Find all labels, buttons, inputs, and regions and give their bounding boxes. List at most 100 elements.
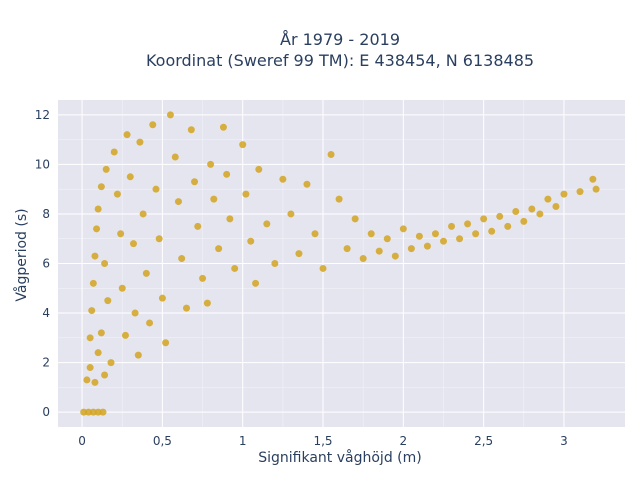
data-point [171, 153, 179, 161]
data-point [94, 205, 102, 213]
y-tick-label: 6 [42, 257, 50, 271]
data-point [210, 195, 218, 203]
data-point [149, 121, 157, 129]
data-point [91, 252, 99, 260]
data-point [319, 264, 327, 272]
data-point [83, 376, 91, 384]
data-point [174, 198, 182, 206]
data-point [592, 185, 600, 193]
y-tick-label: 0 [42, 405, 50, 419]
y-axis-title: Vågperiod (s) [13, 208, 30, 301]
data-point [335, 195, 343, 203]
data-point [226, 215, 234, 223]
data-point [118, 284, 126, 292]
data-point [472, 230, 480, 238]
data-point [146, 319, 154, 327]
data-point [80, 408, 88, 416]
data-point [187, 126, 195, 134]
data-point [488, 227, 496, 235]
data-point [134, 351, 142, 359]
data-point [101, 371, 109, 379]
chart-title-line-2: Koordinat (Sweref 99 TM): E 438454, N 61… [146, 51, 534, 70]
data-point [123, 131, 131, 139]
data-point [552, 203, 560, 211]
data-point [242, 190, 250, 198]
data-point [464, 220, 472, 228]
data-point [88, 307, 96, 315]
data-point [295, 250, 303, 258]
data-point [199, 274, 207, 282]
data-point [126, 173, 134, 181]
data-point [247, 237, 255, 245]
data-point [367, 230, 375, 238]
data-point [375, 247, 383, 255]
data-point [131, 309, 139, 317]
data-point [287, 210, 295, 218]
data-point [448, 222, 456, 230]
data-point [215, 245, 223, 253]
data-point [99, 408, 107, 416]
data-point [113, 190, 121, 198]
data-point [504, 222, 512, 230]
x-tick-label: 1,5 [313, 434, 332, 448]
data-points [80, 111, 600, 416]
data-point [343, 245, 351, 253]
data-point [166, 111, 174, 119]
data-point [158, 294, 166, 302]
data-point [480, 215, 488, 223]
data-point [231, 264, 239, 272]
data-point [219, 123, 227, 131]
data-point [93, 225, 101, 233]
data-point [85, 408, 93, 416]
data-point [252, 279, 260, 287]
data-point [162, 339, 170, 347]
data-point [94, 408, 102, 416]
tick-labels: 0 0,5 1 1,5 2 2,5 3 0 2 4 6 8 10 12 [35, 108, 568, 448]
data-point [576, 188, 584, 196]
data-point [423, 242, 431, 250]
data-point [89, 408, 97, 416]
data-point [178, 255, 186, 263]
data-point [415, 232, 423, 240]
data-point [528, 205, 536, 213]
data-point [311, 230, 319, 238]
data-point [194, 222, 202, 230]
data-point [89, 279, 97, 287]
data-point [544, 195, 552, 203]
data-point [107, 359, 115, 367]
data-point [239, 141, 247, 149]
data-point [407, 245, 415, 253]
data-point [359, 255, 367, 263]
data-point [263, 220, 271, 228]
y-tick-label: 8 [42, 207, 50, 221]
data-point [207, 160, 215, 168]
data-point [97, 183, 105, 191]
data-point [327, 151, 335, 158]
grid-lines [58, 100, 625, 427]
data-point [203, 299, 211, 307]
data-point [191, 178, 199, 186]
data-point [255, 165, 263, 173]
data-point [351, 215, 359, 223]
data-point [110, 148, 118, 156]
data-point [560, 190, 568, 198]
data-point [86, 334, 94, 342]
data-point [589, 175, 597, 183]
data-point [399, 225, 407, 233]
data-point [536, 210, 544, 218]
data-point [117, 230, 125, 238]
data-point [142, 269, 150, 277]
data-point [512, 207, 520, 215]
data-point [136, 138, 144, 146]
data-point [383, 235, 391, 243]
x-tick-label: 1 [239, 434, 247, 448]
data-point [86, 364, 94, 372]
x-tick-label: 2 [400, 434, 408, 448]
y-tick-label: 2 [42, 356, 50, 370]
x-tick-label: 2,5 [474, 434, 493, 448]
data-point [97, 329, 105, 337]
y-tick-label: 4 [42, 306, 50, 320]
data-point [456, 235, 464, 243]
chart-title-line-1: År 1979 - 2019 [280, 30, 400, 49]
